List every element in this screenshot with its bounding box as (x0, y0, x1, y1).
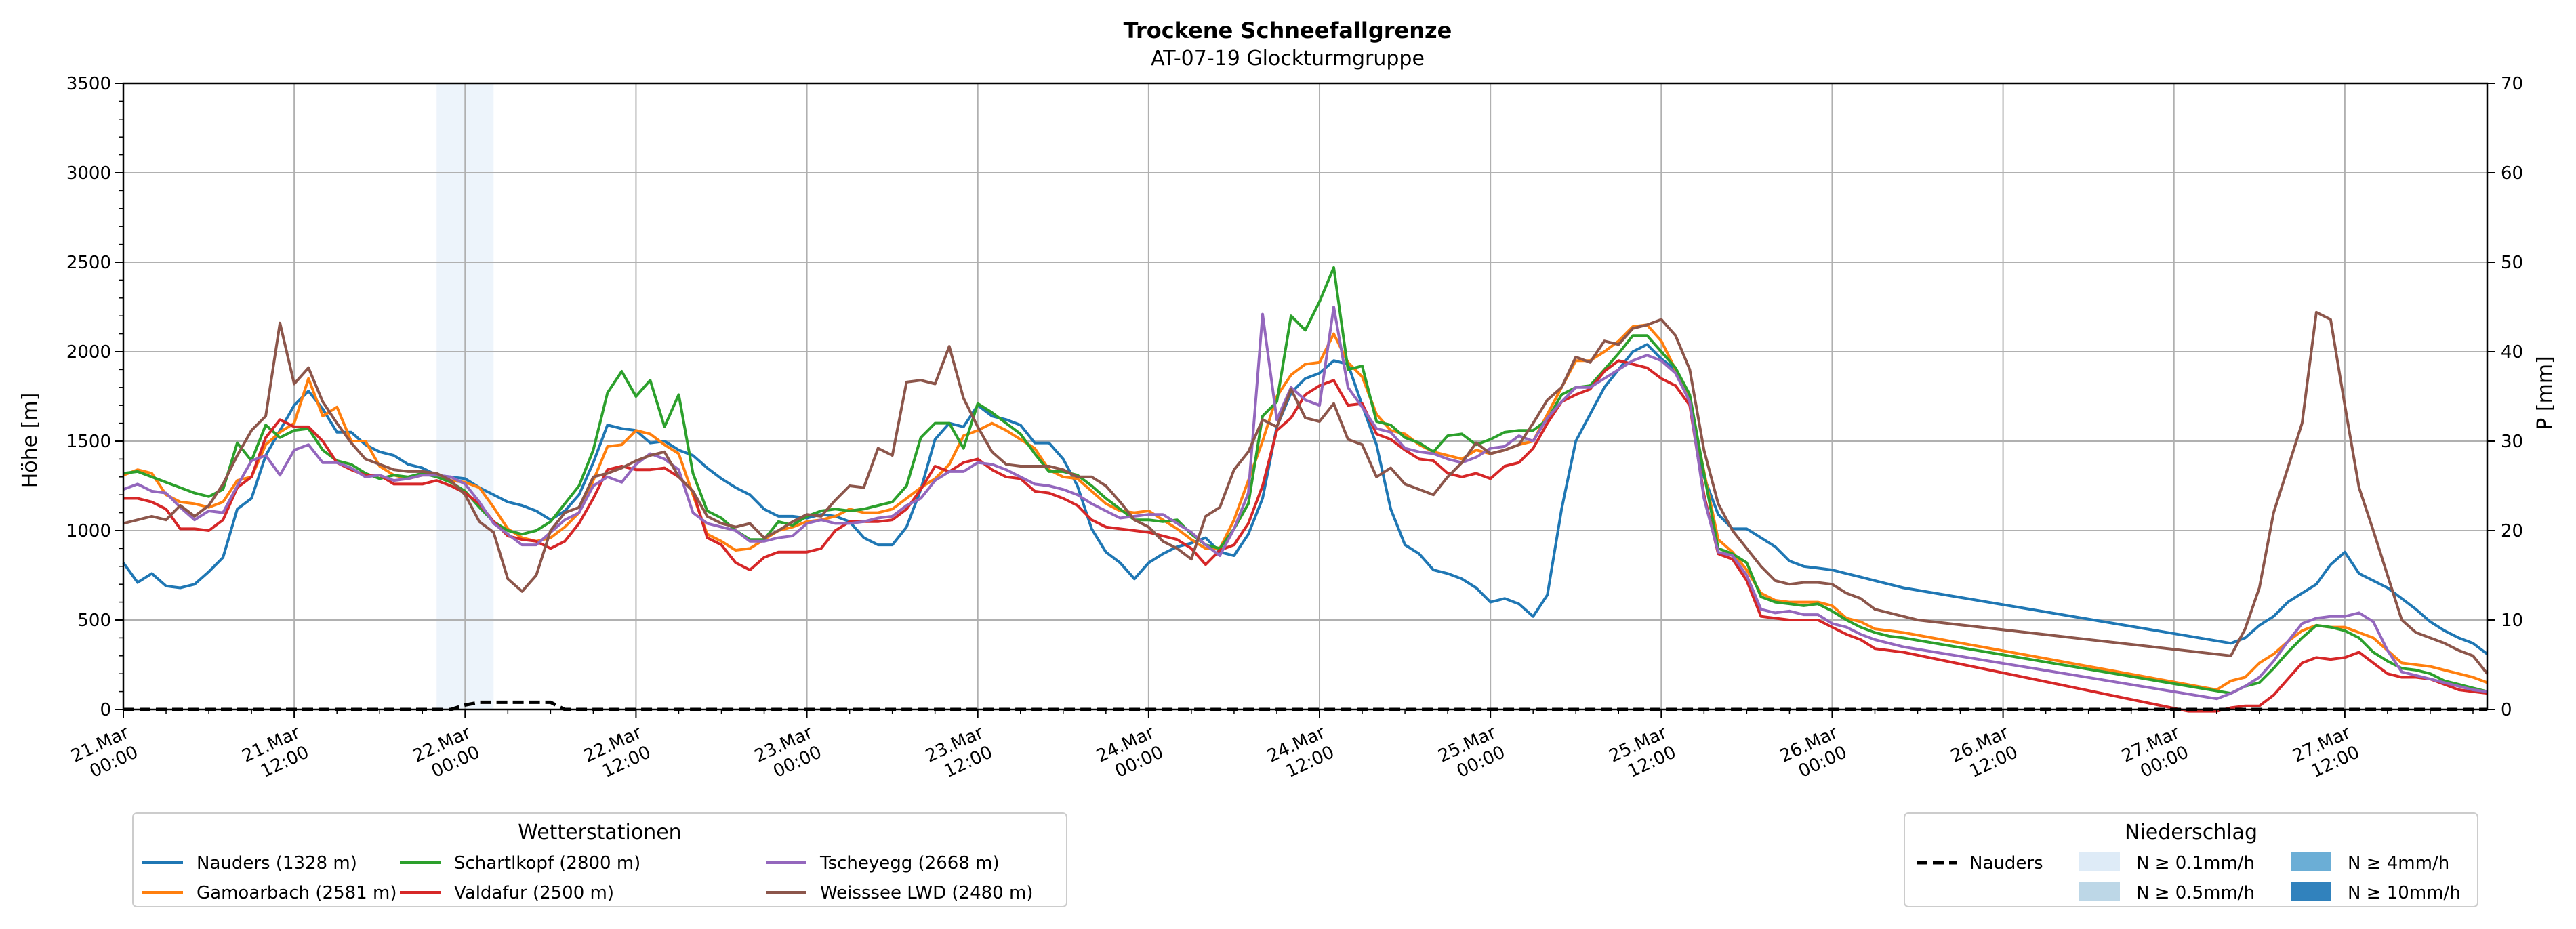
chart-subtitle: AT-07-19 Glockturmgruppe (1151, 47, 1425, 70)
y-tick-label-5: 2500 (66, 253, 111, 273)
y2-tick-label-5: 50 (2501, 253, 2523, 273)
y-tick-label-1: 500 (77, 611, 111, 631)
y2-tick-label-2: 20 (2501, 521, 2523, 541)
series-line-tscheyegg-2668-m (123, 306, 2488, 701)
precip-swatch-3 (2291, 882, 2331, 901)
plot-border (122, 82, 2489, 711)
chart-title: Trockene Schneefallgrenze (1124, 18, 1452, 43)
legend-label-schartlkopf-2800-m: Schartlkopf (2800 m) (454, 853, 640, 873)
y-tick-label-0: 0 (100, 700, 111, 720)
legend-label-weisssee-lwd-2480-m: Weisssee LWD (2480 m) (820, 883, 1033, 903)
precip-swatch-label-2: N ≥ 4mm/h (2348, 853, 2449, 873)
y-tick-label-4: 2000 (66, 342, 111, 363)
y2-tick-label-7: 70 (2501, 74, 2523, 94)
series-line-weisssee-lwd-2480-m (123, 310, 2489, 675)
series-line-schartlkopf-2800-m (123, 266, 2488, 695)
precip-swatch-1 (2079, 882, 2120, 901)
stations-legend-title: Wetterstationen (518, 821, 681, 844)
precip-swatch-label-1: N ≥ 0.5mm/h (2136, 883, 2255, 903)
y2-axis-label: P [mm] (2533, 356, 2557, 430)
stations-legend-items: Nauders (1328 m) Gamoarbach (2581 m) Schar… (142, 853, 1033, 903)
precip-swatch-label-3: N ≥ 10mm/h (2348, 883, 2461, 903)
y2-tick-label-6: 60 (2501, 163, 2523, 184)
y-tick-label-2: 1000 (66, 521, 111, 541)
y2-tick-label-0: 0 (2501, 700, 2512, 720)
series-layer (122, 266, 2489, 713)
precip-legend: Niederschlag Nauders N ≥ 0.1mm/h N ≥ 0.5m… (1904, 812, 2478, 907)
series-line-valdafur-2500-m (123, 359, 2488, 713)
legend-label-gamoarbach-2581-m: Gamoarbach (2581 m) (197, 883, 396, 903)
y2-tick-label-1: 10 (2501, 611, 2523, 631)
legend-label-tscheyegg-2668-m: Tscheyegg (2668 m) (819, 853, 1000, 873)
precip-legend-line-label: Nauders (1969, 853, 2043, 873)
stations-legend-frame (132, 812, 1067, 907)
precip-swatch-2 (2291, 852, 2331, 871)
precip-legend-title: Niederschlag (2125, 821, 2257, 844)
plot-frame (122, 82, 2489, 711)
y-tick-label-6: 3000 (66, 163, 111, 184)
legend-label-nauders-1328-m: Nauders (1328 m) (197, 853, 357, 873)
series-line-nauders-1328-m (122, 343, 2489, 655)
precip-line-nauders (123, 700, 2487, 711)
precip-swatch-0 (2079, 852, 2120, 871)
y-tick-label-7: 3500 (66, 74, 111, 94)
precip-legend-frame (1904, 812, 2478, 907)
y2-tick-label-4: 40 (2501, 342, 2523, 363)
legend-label-valdafur-2500-m: Valdafur (2500 m) (454, 883, 614, 903)
y-tick-label-3: 1500 (66, 432, 111, 452)
y2-tick-label-3: 30 (2501, 432, 2523, 452)
precip-swatch-label-0: N ≥ 0.1mm/h (2136, 853, 2255, 873)
stations-legend: Wetterstationen Nauders (1328 m) Gamoarba… (132, 812, 1067, 907)
y-axis-label: Höhe [m] (18, 393, 42, 489)
precip-legend-swatches: N ≥ 0.1mm/h N ≥ 0.5mm/h N ≥ 4mm/h N ≥ 10mm/… (2079, 852, 2461, 903)
